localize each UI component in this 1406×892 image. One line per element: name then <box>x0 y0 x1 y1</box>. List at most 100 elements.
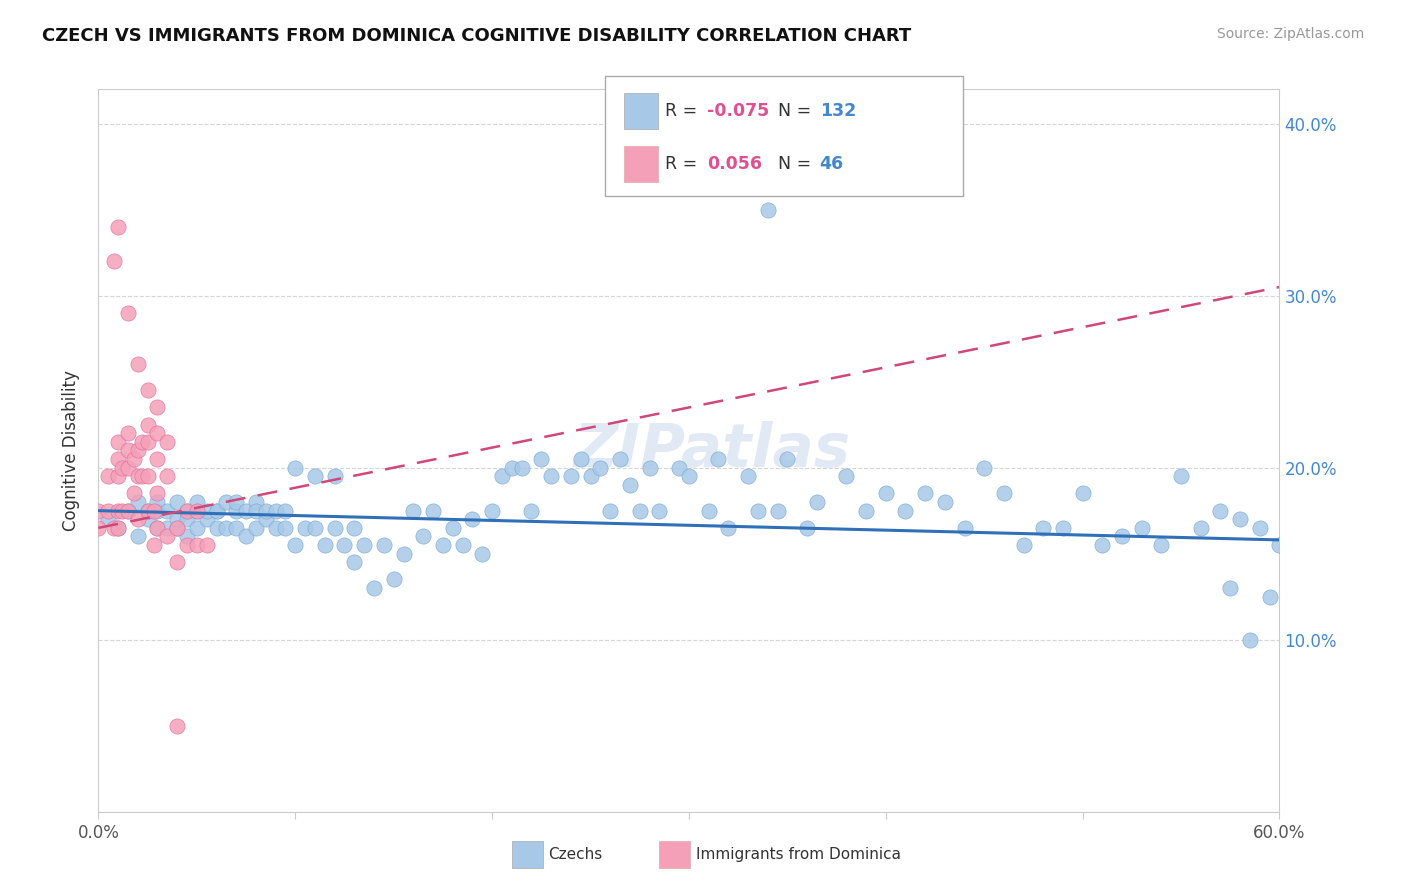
Point <box>284 460 307 475</box>
Point <box>146 495 169 509</box>
Point <box>176 503 198 517</box>
Point <box>333 538 356 552</box>
Y-axis label: Cognitive Disability: Cognitive Disability <box>62 370 80 531</box>
Point <box>1209 503 1232 517</box>
Point <box>668 460 690 475</box>
Point <box>186 503 208 517</box>
Point <box>1249 521 1271 535</box>
Point <box>756 202 779 217</box>
Point <box>136 469 159 483</box>
Point <box>1091 538 1114 552</box>
Text: Czechs: Czechs <box>548 847 603 862</box>
Point <box>402 503 425 517</box>
Point <box>1150 538 1173 552</box>
Point <box>97 512 120 526</box>
Point <box>146 401 169 415</box>
Point <box>127 443 149 458</box>
Point <box>776 452 799 467</box>
Point <box>501 460 523 475</box>
Point <box>894 503 917 517</box>
Point <box>107 452 129 467</box>
Text: 46: 46 <box>820 154 844 173</box>
Point <box>451 538 474 552</box>
Point <box>934 495 956 509</box>
Point <box>422 503 444 517</box>
Point <box>156 529 179 543</box>
Point <box>1347 701 1369 715</box>
Point <box>103 254 125 268</box>
Point <box>1317 486 1340 500</box>
Point <box>107 469 129 483</box>
Point <box>136 417 159 432</box>
Text: Source: ZipAtlas.com: Source: ZipAtlas.com <box>1216 27 1364 41</box>
Point <box>225 503 247 517</box>
Point <box>1239 632 1261 647</box>
Text: N =: N = <box>778 103 817 120</box>
Point <box>432 538 454 552</box>
Point <box>1308 701 1330 715</box>
Point <box>855 503 877 517</box>
Point <box>441 521 464 535</box>
Point <box>1130 521 1153 535</box>
Point <box>648 503 671 517</box>
Point <box>245 521 267 535</box>
Point <box>146 503 169 517</box>
Point <box>146 521 169 535</box>
Point <box>392 547 415 561</box>
Point <box>835 469 858 483</box>
Point <box>510 460 533 475</box>
Point <box>540 469 562 483</box>
Point <box>363 581 385 595</box>
Point <box>569 452 592 467</box>
Point <box>136 503 159 517</box>
Point <box>520 503 543 517</box>
Point <box>166 521 188 535</box>
Point <box>107 521 129 535</box>
Point <box>122 452 145 467</box>
Point <box>127 529 149 543</box>
Point <box>186 538 208 552</box>
Point <box>353 538 375 552</box>
Point <box>235 503 257 517</box>
Point <box>619 478 641 492</box>
Point <box>579 469 602 483</box>
Point <box>131 469 153 483</box>
Point <box>205 503 228 517</box>
Point <box>1357 658 1379 673</box>
Point <box>875 486 897 500</box>
Point <box>323 469 346 483</box>
Point <box>142 503 165 517</box>
Point <box>1052 521 1074 535</box>
Point <box>294 521 316 535</box>
Point <box>1012 538 1035 552</box>
Point <box>117 426 139 441</box>
Point <box>117 460 139 475</box>
Point <box>142 538 165 552</box>
Point <box>136 503 159 517</box>
Point <box>97 503 120 517</box>
Point <box>215 521 238 535</box>
Point <box>323 521 346 535</box>
Point <box>254 503 277 517</box>
Point <box>254 512 277 526</box>
Point <box>264 503 287 517</box>
Point <box>1258 590 1281 604</box>
Point <box>186 521 208 535</box>
Point <box>195 512 218 526</box>
Point <box>146 452 169 467</box>
Point <box>491 469 513 483</box>
Point <box>127 495 149 509</box>
Point <box>382 573 405 587</box>
Point <box>156 503 179 517</box>
Text: CZECH VS IMMIGRANTS FROM DOMINICA COGNITIVE DISABILITY CORRELATION CHART: CZECH VS IMMIGRANTS FROM DOMINICA COGNIT… <box>42 27 911 45</box>
Point <box>156 521 179 535</box>
Point <box>717 521 740 535</box>
Point <box>373 538 395 552</box>
Point <box>146 486 169 500</box>
Text: R =: R = <box>665 154 703 173</box>
Point <box>1288 503 1310 517</box>
Text: -0.075: -0.075 <box>707 103 769 120</box>
Point <box>707 452 730 467</box>
Point <box>609 452 631 467</box>
Point <box>1278 538 1301 552</box>
